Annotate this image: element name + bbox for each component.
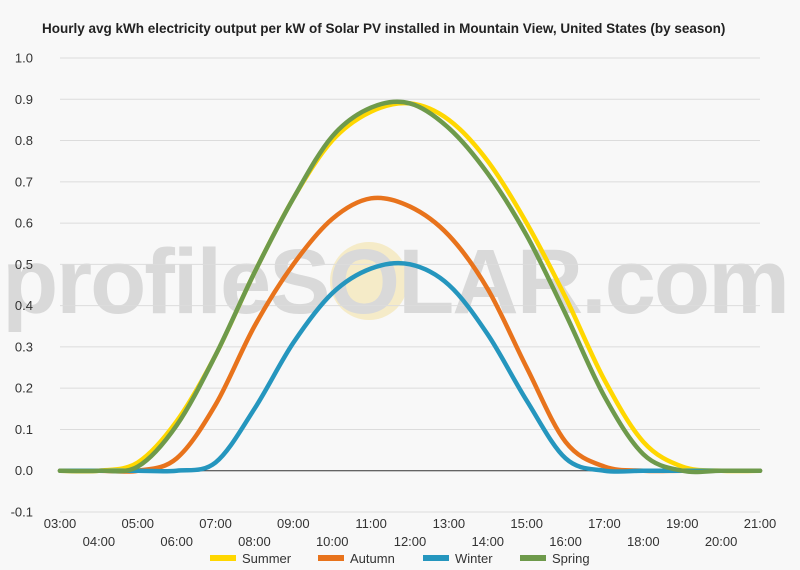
x-tick-label: 12:00 xyxy=(394,534,427,549)
y-tick-label: 0.9 xyxy=(15,92,33,107)
x-tick-label: 03:00 xyxy=(44,516,77,531)
legend-swatch-spring xyxy=(520,555,546,561)
x-tick-label: 20:00 xyxy=(705,534,738,549)
y-tick-label: 0.1 xyxy=(15,422,33,437)
y-tick-label: 0.3 xyxy=(15,339,33,354)
x-tick-label: 18:00 xyxy=(627,534,660,549)
x-tick-label: 08:00 xyxy=(238,534,271,549)
y-tick-label: 0.7 xyxy=(15,174,33,189)
x-tick-label: 04:00 xyxy=(83,534,116,549)
y-tick-label: 0.0 xyxy=(15,463,33,478)
series-line-winter xyxy=(57,260,763,474)
x-tick-label: 10:00 xyxy=(316,534,349,549)
x-tick-label: 07:00 xyxy=(199,516,232,531)
series-line-spring xyxy=(57,99,763,475)
series-lines xyxy=(57,99,763,475)
legend-label-autumn: Autumn xyxy=(350,551,395,566)
x-tick-label: 14:00 xyxy=(472,534,505,549)
watermark: profileSOLAR.com xyxy=(2,231,790,333)
x-axis: 03:00 04:00 05:00 06:00 07:00 08:00 09:00 10:00… xyxy=(44,516,777,549)
y-tick-label: 0.6 xyxy=(15,216,33,231)
grid xyxy=(60,57,760,513)
y-tick-label: 0.4 xyxy=(15,298,33,313)
legend-label-summer: Summer xyxy=(242,551,292,566)
x-tick-label: 06:00 xyxy=(160,534,193,549)
x-tick-label: 16:00 xyxy=(549,534,582,549)
x-tick-label: 19:00 xyxy=(666,516,699,531)
x-tick-label: 17:00 xyxy=(588,516,621,531)
watermark-text: profileSOLAR.com xyxy=(2,231,788,333)
legend-swatch-winter xyxy=(423,555,449,561)
y-tick-label: 0.2 xyxy=(15,381,33,396)
y-tick-label: -0.1 xyxy=(11,505,33,520)
legend-label-winter: Winter xyxy=(455,551,493,566)
legend-swatch-autumn xyxy=(318,555,344,561)
x-tick-label: 21:00 xyxy=(744,516,777,531)
x-tick-label: 05:00 xyxy=(122,516,155,531)
y-tick-label: 0.5 xyxy=(15,257,33,272)
legend-label-spring: Spring xyxy=(552,551,590,566)
y-tick-label: 0.8 xyxy=(15,133,33,148)
x-tick-label: 13:00 xyxy=(433,516,466,531)
watermark-sun-icon xyxy=(330,242,408,320)
x-tick-label: 11:00 xyxy=(355,516,387,531)
legend-swatch-summer xyxy=(210,555,236,561)
chart-title: Hourly avg kWh electricity output per kW… xyxy=(42,21,725,36)
y-axis: -0.1 0.0 0.1 0.2 0.3 0.4 0.5 0.6 0.7 0.8 0.9 1.0 xyxy=(11,51,33,520)
x-tick-label: 09:00 xyxy=(277,516,310,531)
x-tick-label: 15:00 xyxy=(510,516,543,531)
legend: Summer Autumn Winter Spring xyxy=(210,551,590,566)
y-tick-label: 1.0 xyxy=(15,51,33,66)
